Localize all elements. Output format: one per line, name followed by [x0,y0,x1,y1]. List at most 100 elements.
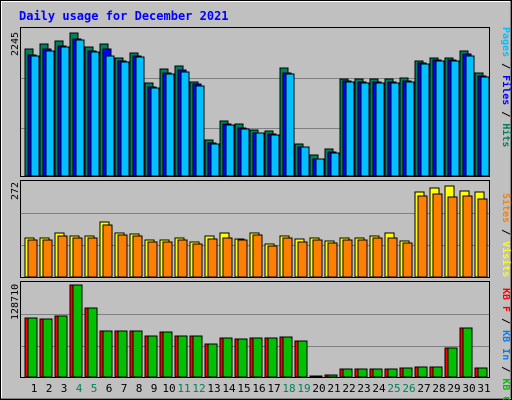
bar-pages-day-10 [165,73,175,177]
bar-sites-day-28 [432,193,443,278]
bar-sites-day-6 [102,224,113,278]
bar-sites-day-18 [282,237,293,278]
bar-sites-day-26 [402,242,413,278]
bar-pages-day-21 [330,152,340,177]
day-label-27: 27 [417,382,430,395]
bar-sites-day-15 [237,239,248,278]
day-label-20: 20 [312,382,325,395]
legend-part: KB Out [500,378,511,400]
panel-bottom-ytick: 128710 [10,284,21,320]
day-label-12: 12 [192,382,205,395]
bar-sites-day-20 [312,239,323,278]
bar-kb-out-day-18 [282,336,293,378]
bar-pages-day-18 [285,73,295,177]
legend-part: KB F [500,288,511,312]
panel-top-ytick: 2245 [10,32,21,56]
day-label-23: 23 [357,382,370,395]
bar-kb-out-day-5 [87,307,98,378]
legend-part: Sites [500,193,512,223]
legend-part: Hits [500,123,512,147]
day-label-9: 9 [151,382,158,395]
bar-kb-out-day-9 [147,335,158,378]
bar-kb-out-day-19 [297,340,308,378]
bar-sites-day-22 [342,239,353,278]
bar-kb-out-day-15 [237,338,248,378]
bar-kb-out-day-2 [42,318,53,378]
bar-pages-day-6 [105,55,115,177]
bar-pages-day-15 [240,128,250,177]
bar-kb-out-day-31 [477,367,488,378]
bar-pages-day-3 [60,46,70,177]
bar-kb-out-day-16 [252,337,263,378]
bar-pages-day-27 [420,63,430,177]
panel-middle-legend: Sites / Visits [500,193,512,277]
day-axis-labels: 1 2 3 4 5 6 7 8 9 10 11 12 13 14 15 16 17 18 19 20 21 22 23 24 2… [31,382,491,395]
bar-kb-out-day-20 [312,375,323,378]
bar-sites-day-21 [327,242,338,278]
bar-sites-day-14 [222,237,233,278]
chart-title: Daily usage for December 2021 [19,9,229,23]
bar-kb-out-day-30 [462,327,473,378]
day-label-13: 13 [207,382,220,395]
bar-pages-day-5 [90,51,100,177]
bar-kb-out-day-21 [327,374,338,378]
bar-kb-out-day-14 [222,337,233,378]
legend-part: Pages [500,27,511,57]
legend-part: KB In [500,330,511,360]
day-label-17: 17 [267,382,280,395]
panel-top-legend: Pages / Files / Hits [500,27,512,147]
bar-kb-out-day-8 [132,330,143,378]
bar-pages-day-12 [195,85,205,177]
day-label-5: 5 [91,382,98,395]
day-label-8: 8 [136,382,143,395]
bar-kb-out-day-23 [357,368,368,378]
bar-sites-day-30 [462,195,473,278]
bar-pages-day-16 [255,132,265,177]
bar-pages-day-24 [375,82,385,177]
bar-kb-out-day-10 [162,331,173,378]
bar-kb-out-day-24 [372,368,383,378]
bar-sites-day-4 [72,237,83,278]
bar-pages-day-20 [315,158,325,177]
bar-pages-day-11 [180,71,190,177]
legend-part: Visits [500,241,512,277]
day-label-6: 6 [106,382,113,395]
bar-sites-day-8 [132,235,143,278]
bar-kb-out-day-22 [342,368,353,378]
day-label-4: 4 [76,382,83,395]
day-label-26: 26 [402,382,415,395]
bar-sites-day-27 [417,195,428,278]
bar-pages-day-4 [75,39,85,177]
day-label-29: 29 [447,382,460,395]
bar-kb-out-day-26 [402,367,413,378]
bar-kb-out-day-1 [27,317,38,378]
bar-pages-day-2 [45,50,55,177]
bar-sites-day-31 [477,198,488,278]
bar-pages-day-22 [345,81,355,177]
day-label-7: 7 [121,382,128,395]
day-label-28: 28 [432,382,445,395]
bar-kb-out-day-25 [387,368,398,378]
bar-kb-out-day-6 [102,330,113,378]
bar-pages-day-30 [465,55,475,177]
bar-pages-day-1 [30,55,40,177]
bar-pages-day-8 [135,56,145,177]
bar-kb-out-day-11 [177,335,188,378]
panel-hits-files-pages: 2245 Pages / Files / Hits [10,27,512,177]
bar-sites-day-11 [177,239,188,278]
bar-pages-day-28 [435,60,445,177]
bar-sites-day-16 [252,234,263,278]
bar-pages-day-9 [150,87,160,177]
bar-kb-out-day-3 [57,315,68,378]
bar-sites-day-17 [267,245,278,278]
day-label-18: 18 [282,382,295,395]
bar-sites-day-23 [357,239,368,278]
legend-part: / [500,312,511,330]
bar-pages-day-23 [360,82,370,177]
day-label-21: 21 [327,382,340,395]
day-label-11: 11 [177,382,190,395]
bar-sites-day-3 [57,235,68,278]
bar-pages-day-19 [300,146,310,177]
bar-sites-day-19 [297,241,308,278]
